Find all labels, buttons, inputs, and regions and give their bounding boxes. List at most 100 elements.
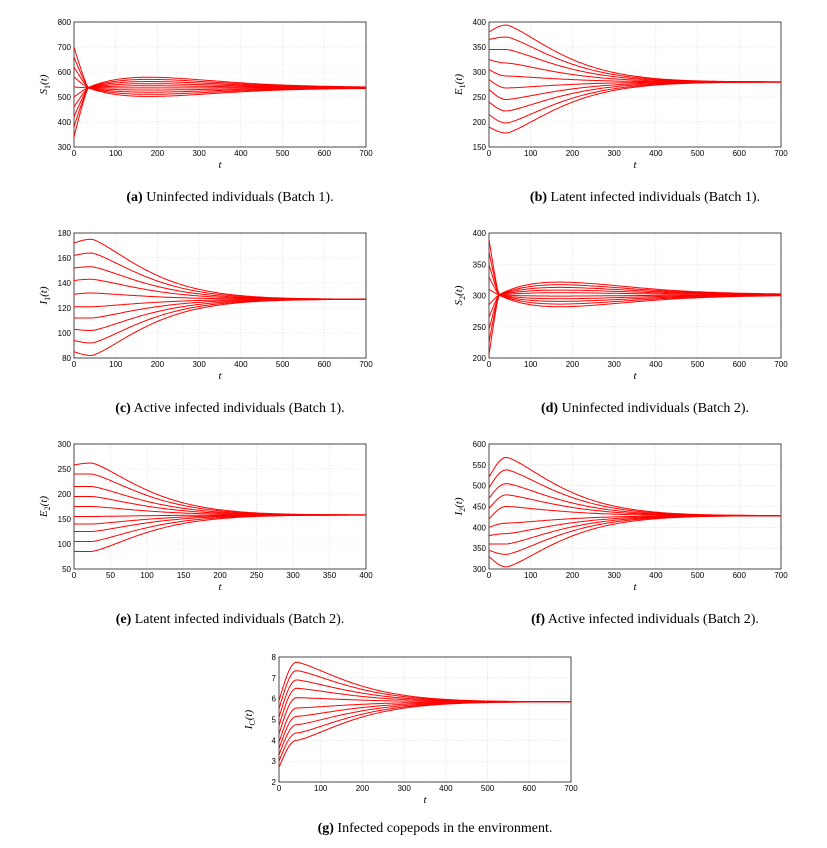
x-tick-label: 0 xyxy=(72,571,77,580)
x-axis-label: t xyxy=(218,370,222,382)
panel-f: 0 100 200 300 400 500 600 700 300 350 400 450 500 550… xyxy=(445,434,795,634)
x-tick-label: 250 xyxy=(250,571,264,580)
y-axis-label: I2(t) xyxy=(453,497,467,516)
chart-c: 0 100 200 300 400 500 600 700 80 100 120 140 160 180 t… xyxy=(38,229,373,382)
plot-frame xyxy=(73,232,367,359)
x-axis-label: t xyxy=(633,581,637,593)
caption-tag: (c) xyxy=(115,401,131,416)
y-axis-label-suffix: (t) xyxy=(38,286,50,297)
x-axis-label: t xyxy=(633,370,637,382)
y-tick-label: 180 xyxy=(58,229,72,238)
x-tick-label: 500 xyxy=(691,360,705,369)
y-tick-label: 50 xyxy=(62,565,71,574)
x-tick-label: 200 xyxy=(566,149,580,158)
panel-a: 0 100 200 300 400 500 600 700 300 400 500 600 700 800… xyxy=(30,12,380,212)
x-axis-label: t xyxy=(633,159,637,171)
caption-e: (e) Latent infected individuals (Batch 2… xyxy=(30,612,430,628)
x-tick-label: 400 xyxy=(649,360,663,369)
series-line-2 xyxy=(488,81,781,124)
x-tick-label: 100 xyxy=(524,571,538,580)
y-axis-label-suffix: (t) xyxy=(453,74,465,85)
y-tick-label: 6 xyxy=(272,695,277,704)
x-tick-label: 100 xyxy=(109,149,123,158)
panel-d: 0 100 200 300 400 500 600 700 200 250 300 350 400 t S2… xyxy=(445,223,795,423)
series-line-10 xyxy=(278,661,571,703)
x-tick-label: 0 xyxy=(72,149,77,158)
caption-tag: (d) xyxy=(540,401,559,416)
x-tick-label: 100 xyxy=(524,149,538,158)
series-line-10 xyxy=(488,24,781,83)
x-tick-label: 700 xyxy=(564,784,578,793)
chart-g: 0 100 200 300 400 500 600 700 2 3 4 5 6 7 8 t IC(t) xyxy=(243,653,578,806)
y-tick-label: 350 xyxy=(473,43,487,52)
y-tick-label: 140 xyxy=(58,279,72,288)
caption-tag: (f) xyxy=(531,612,546,627)
series-line-2 xyxy=(73,298,366,344)
x-tick-label: 500 xyxy=(276,149,290,158)
y-axis-label-sub: 1 xyxy=(43,297,52,301)
caption-g: (g) Infected copepods in the environment… xyxy=(235,821,635,837)
y-axis-label-suffix: (t) xyxy=(243,709,255,720)
x-tick-label: 0 xyxy=(487,360,492,369)
y-tick-label: 3 xyxy=(272,757,277,766)
x-tick-label: 100 xyxy=(109,360,123,369)
y-tick-label: 250 xyxy=(473,323,487,332)
plot-frame xyxy=(278,656,572,783)
y-axis-label-base: S xyxy=(38,88,50,94)
y-axis-label-sub: 2 xyxy=(43,506,52,510)
series-line-10 xyxy=(73,46,367,97)
y-tick-label: 250 xyxy=(473,93,487,102)
series-line-1 xyxy=(488,81,781,134)
y-axis-label-sub: C xyxy=(248,720,257,725)
x-tick-label: 100 xyxy=(314,784,328,793)
series-line-1 xyxy=(278,701,571,768)
y-tick-label: 100 xyxy=(58,329,72,338)
y-tick-label: 150 xyxy=(58,515,72,524)
series-line-5 xyxy=(278,701,571,743)
x-tick-label: 200 xyxy=(566,360,580,369)
y-axis-label-suffix: (t) xyxy=(453,497,465,508)
caption-text: Active infected individuals (Batch 2). xyxy=(547,612,759,627)
y-tick-label: 300 xyxy=(58,143,72,152)
x-tick-label: 600 xyxy=(318,149,332,158)
x-tick-label: 700 xyxy=(359,360,373,369)
y-axis-label-suffix: (t) xyxy=(453,285,465,296)
plot-frame xyxy=(488,443,782,570)
y-tick-label: 160 xyxy=(58,254,72,263)
x-tick-label: 500 xyxy=(481,784,495,793)
caption-c: (c) Active infected individuals (Batch 1… xyxy=(30,401,430,417)
y-tick-label: 200 xyxy=(473,118,487,127)
x-tick-label: 200 xyxy=(566,571,580,580)
x-tick-label: 0 xyxy=(72,360,77,369)
x-tick-label: 600 xyxy=(318,360,332,369)
y-axis-label-base: S xyxy=(453,299,465,305)
x-tick-label: 700 xyxy=(774,571,788,580)
y-axis-label: S1(t) xyxy=(38,74,52,94)
x-tick-label: 400 xyxy=(439,784,453,793)
caption-text: Infected copepods in the environment. xyxy=(337,821,553,836)
x-tick-label: 700 xyxy=(774,360,788,369)
chart-f: 0 100 200 300 400 500 600 700 300 350 400 450 500 550… xyxy=(453,440,788,593)
caption-text: Latent infected individuals (Batch 2). xyxy=(134,612,345,627)
x-tick-label: 600 xyxy=(733,571,747,580)
caption-tag: (g) xyxy=(317,821,334,836)
x-tick-label: 500 xyxy=(276,360,290,369)
y-tick-label: 8 xyxy=(272,653,277,662)
y-tick-label: 5 xyxy=(272,716,277,725)
caption-tag: (b) xyxy=(529,190,548,205)
y-axis-label: S2(t) xyxy=(453,285,467,305)
x-axis-label: t xyxy=(218,581,222,593)
chart-a: 0 100 200 300 400 500 600 700 300 400 500 600 700 800… xyxy=(38,18,373,171)
y-tick-label: 400 xyxy=(58,118,72,127)
x-tick-label: 100 xyxy=(524,360,538,369)
y-tick-label: 700 xyxy=(58,43,72,52)
panel-b: 0 100 200 300 400 500 600 700 150 200 250 300 350 400… xyxy=(445,12,795,212)
x-tick-label: 400 xyxy=(649,571,663,580)
y-tick-label: 350 xyxy=(473,544,487,553)
y-axis-label-sub: 1 xyxy=(458,84,467,88)
x-tick-label: 200 xyxy=(213,571,227,580)
y-tick-label: 2 xyxy=(272,778,277,787)
y-tick-label: 7 xyxy=(272,674,277,683)
series-line-1 xyxy=(488,515,781,568)
y-axis-label: I1(t) xyxy=(38,286,52,305)
